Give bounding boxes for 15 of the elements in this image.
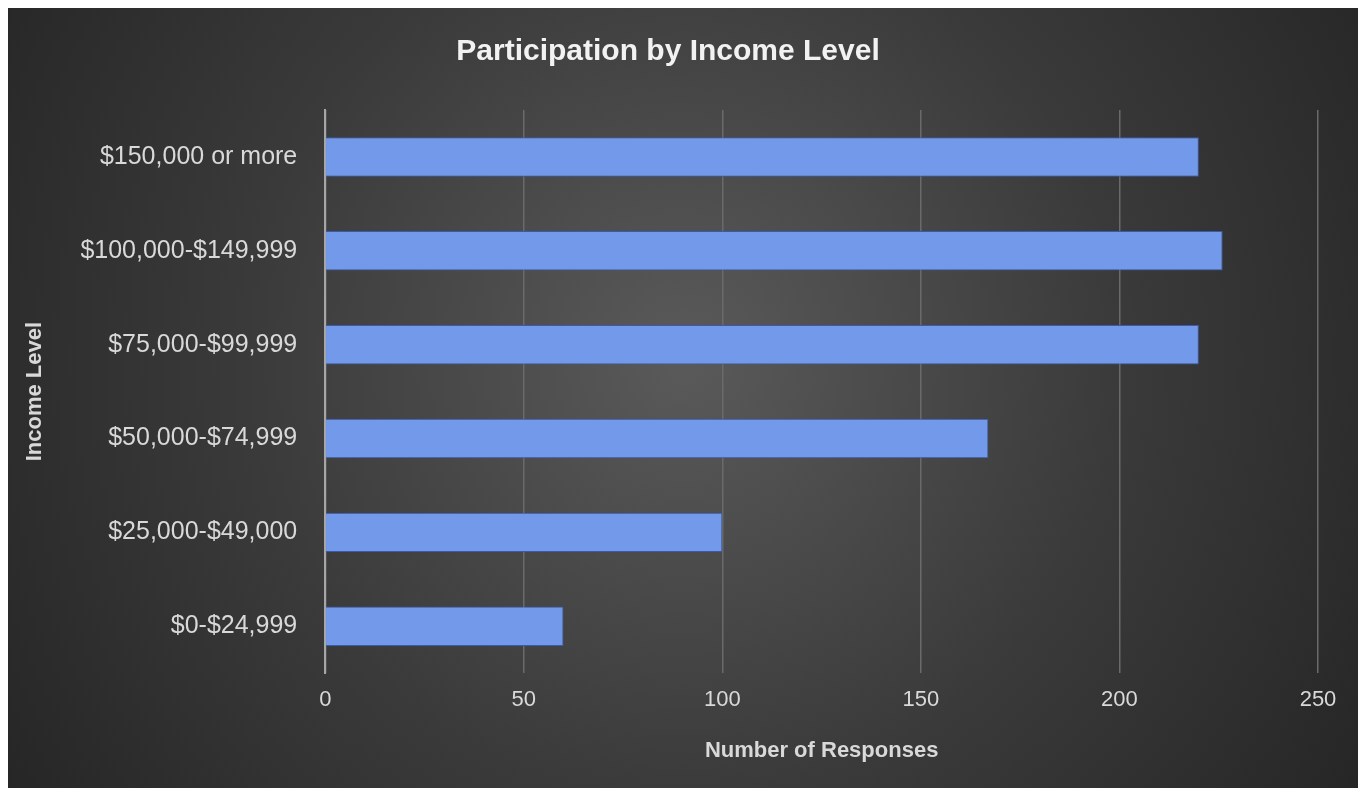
x-axis-title: Number of Responses <box>704 736 939 762</box>
y-tick-label: $150,000 or more <box>99 140 298 169</box>
y-tick-label: $50,000-$74,999 <box>108 422 298 451</box>
y-tick-label: $0-$24,999 <box>170 610 298 639</box>
x-tick-label: 250 <box>1299 686 1337 712</box>
x-tick-label: 0 <box>319 686 332 712</box>
chart-title: Participation by Income Level <box>456 33 880 67</box>
x-tick-label: 150 <box>902 686 940 712</box>
x-tick-label: 200 <box>1101 686 1138 712</box>
x-tick-label: 50 <box>511 686 537 712</box>
y-tick-label: $25,000-$49,000 <box>108 516 298 545</box>
y-tick-label: $75,000-$99,999 <box>108 328 298 357</box>
y-axis-title: Income Level <box>21 321 47 462</box>
y-tick-label: $100,000-$149,999 <box>80 234 298 263</box>
x-tick-label: 100 <box>704 686 741 712</box>
